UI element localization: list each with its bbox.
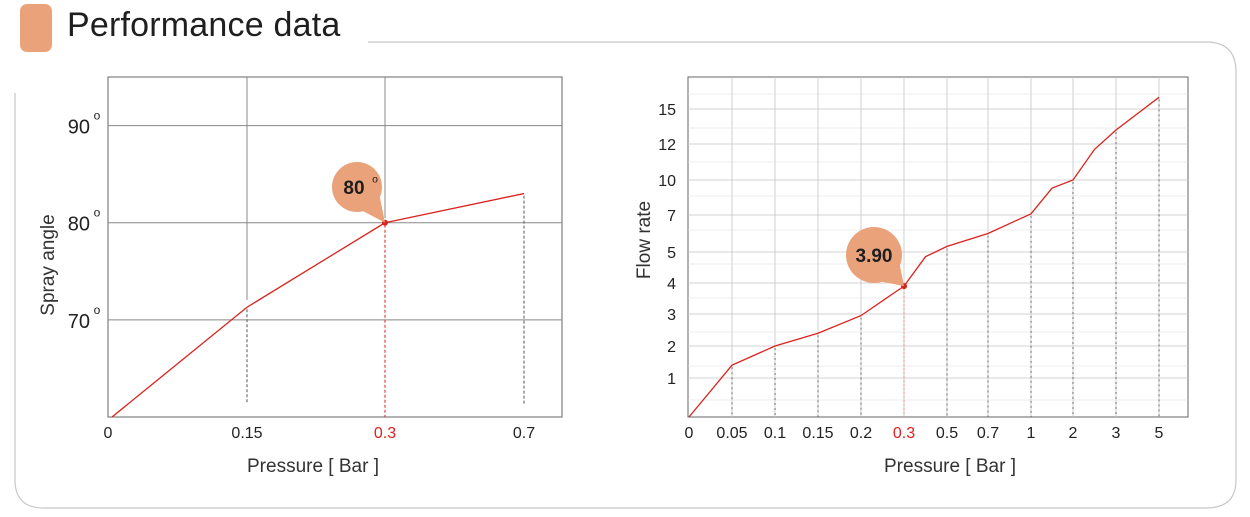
y-tick-label: 10	[658, 173, 676, 190]
x-tick-label: 0.7	[513, 425, 535, 442]
flow-rate-chart: 0 0.05 0.1 0.15 0.2 0.3 0.5 0.7 1 2 3 5 12345710121…	[634, 76, 1189, 477]
chart-plot-border	[107, 76, 563, 418]
x-tick-label: 2	[1069, 425, 1078, 442]
x-tick-label: 3	[1112, 425, 1121, 442]
y-axis-label: Spray angle	[38, 214, 59, 315]
x-tick-label: 0.05	[716, 425, 747, 442]
x-tick-label: 0.3	[374, 425, 396, 442]
y-tick-label: 5	[667, 245, 676, 262]
x-tick-label: 0.1	[764, 425, 786, 442]
x-tick-label: 0.15	[231, 425, 262, 442]
y-tick-label: 7	[667, 208, 676, 225]
y-axis-label: Flow rate	[634, 201, 655, 279]
y-tick-label: 1	[667, 371, 676, 388]
callout-bubble	[332, 162, 382, 212]
x-tick-label: 0.2	[850, 425, 872, 442]
x-tick-label: 1	[1027, 425, 1036, 442]
y-tick-label: 4	[667, 276, 676, 293]
header-accent-icon	[20, 4, 52, 52]
x-tick-label: 0.3	[893, 425, 915, 442]
y-tick-label: 90	[68, 117, 90, 139]
callout-pointer	[361, 193, 385, 223]
y-tick-label: 80	[68, 214, 90, 236]
y-tick-degree: o	[94, 109, 101, 123]
callout-bubble	[846, 227, 902, 283]
x-axis-label: Pressure [ Bar ]	[884, 456, 1016, 477]
y-tick-degree: o	[94, 303, 101, 317]
x-tick-label: 0.5	[936, 425, 958, 442]
panel-border	[14, 41, 1237, 509]
x-tick-label: 0	[104, 425, 113, 442]
y-tick-label: 2	[667, 339, 676, 356]
callout-label-degree: o	[372, 174, 378, 185]
chart-plot-border	[687, 76, 1189, 418]
x-tick-label: 5	[1155, 425, 1164, 442]
callout-label: 80	[343, 178, 364, 199]
x-tick-label: 0	[685, 425, 694, 442]
series-line-spray-angle	[111, 192, 525, 418]
spray-angle-chart: 0 0.15 0.3 0.7 70 o 80 o 90 o 80 o Pressure [ Bar…	[38, 76, 563, 477]
y-tick-label: 15	[658, 102, 676, 119]
x-tick-label: 0.7	[977, 425, 999, 442]
y-tick-label: 70	[68, 311, 90, 333]
x-axis-label: Pressure [ Bar ]	[247, 456, 379, 477]
y-tick-label: 3	[667, 307, 676, 324]
series-line-flow-rate	[688, 96, 1160, 418]
y-tick-label: 12	[658, 137, 676, 154]
x-tick-label: 0.15	[802, 425, 833, 442]
page-title: Performance data	[67, 6, 341, 44]
callout-label: 3.90	[856, 246, 893, 267]
y-tick-degree: o	[94, 206, 101, 220]
